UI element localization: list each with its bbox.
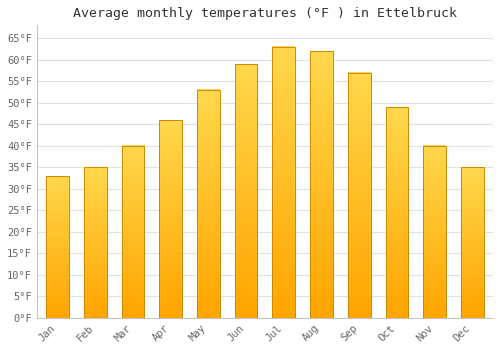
Bar (160, 120, 182, 318)
Bar (348, 72, 370, 318)
Bar (46, 176, 69, 318)
Bar (197, 90, 220, 318)
Bar (386, 107, 408, 318)
Bar (272, 47, 295, 318)
Bar (235, 64, 258, 318)
Bar (424, 146, 446, 318)
Bar (84, 167, 106, 318)
Bar (122, 146, 144, 318)
Bar (461, 167, 483, 318)
Title: Average monthly temperatures (°F ) in Ettelbruck: Average monthly temperatures (°F ) in Et… (73, 7, 457, 20)
Bar (310, 51, 333, 318)
